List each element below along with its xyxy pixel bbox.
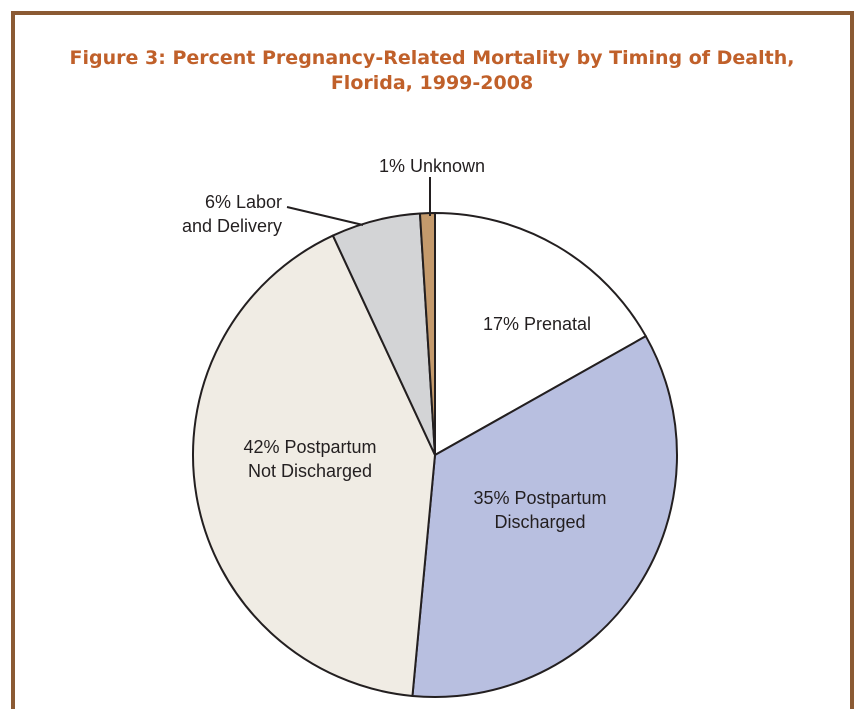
slice-label: and Delivery <box>182 216 282 236</box>
pie-slice <box>411 335 678 698</box>
chart-title: Figure 3: Percent Pregnancy-Related Mort… <box>70 47 795 69</box>
chart-title: Florida, 1999-2008 <box>331 72 533 94</box>
pie <box>192 212 678 698</box>
slice-label: 1% Unknown <box>379 156 485 176</box>
pie-slice <box>434 212 647 456</box>
slice-label: Discharged <box>494 512 585 532</box>
leader-line <box>286 206 364 226</box>
slice-label: 42% Postpartum <box>243 437 376 457</box>
pie-slice <box>192 234 436 697</box>
slice-label: Not Discharged <box>248 461 372 481</box>
frame <box>11 11 854 709</box>
slice-label: 17% Prenatal <box>483 314 591 334</box>
pie-slice <box>418 212 436 456</box>
slice-label: 6% Labor <box>205 192 282 212</box>
slice-label: 35% Postpartum <box>473 488 606 508</box>
labels: 17% Prenatal 35% Postpartum Discharged 42% … <box>182 156 607 532</box>
